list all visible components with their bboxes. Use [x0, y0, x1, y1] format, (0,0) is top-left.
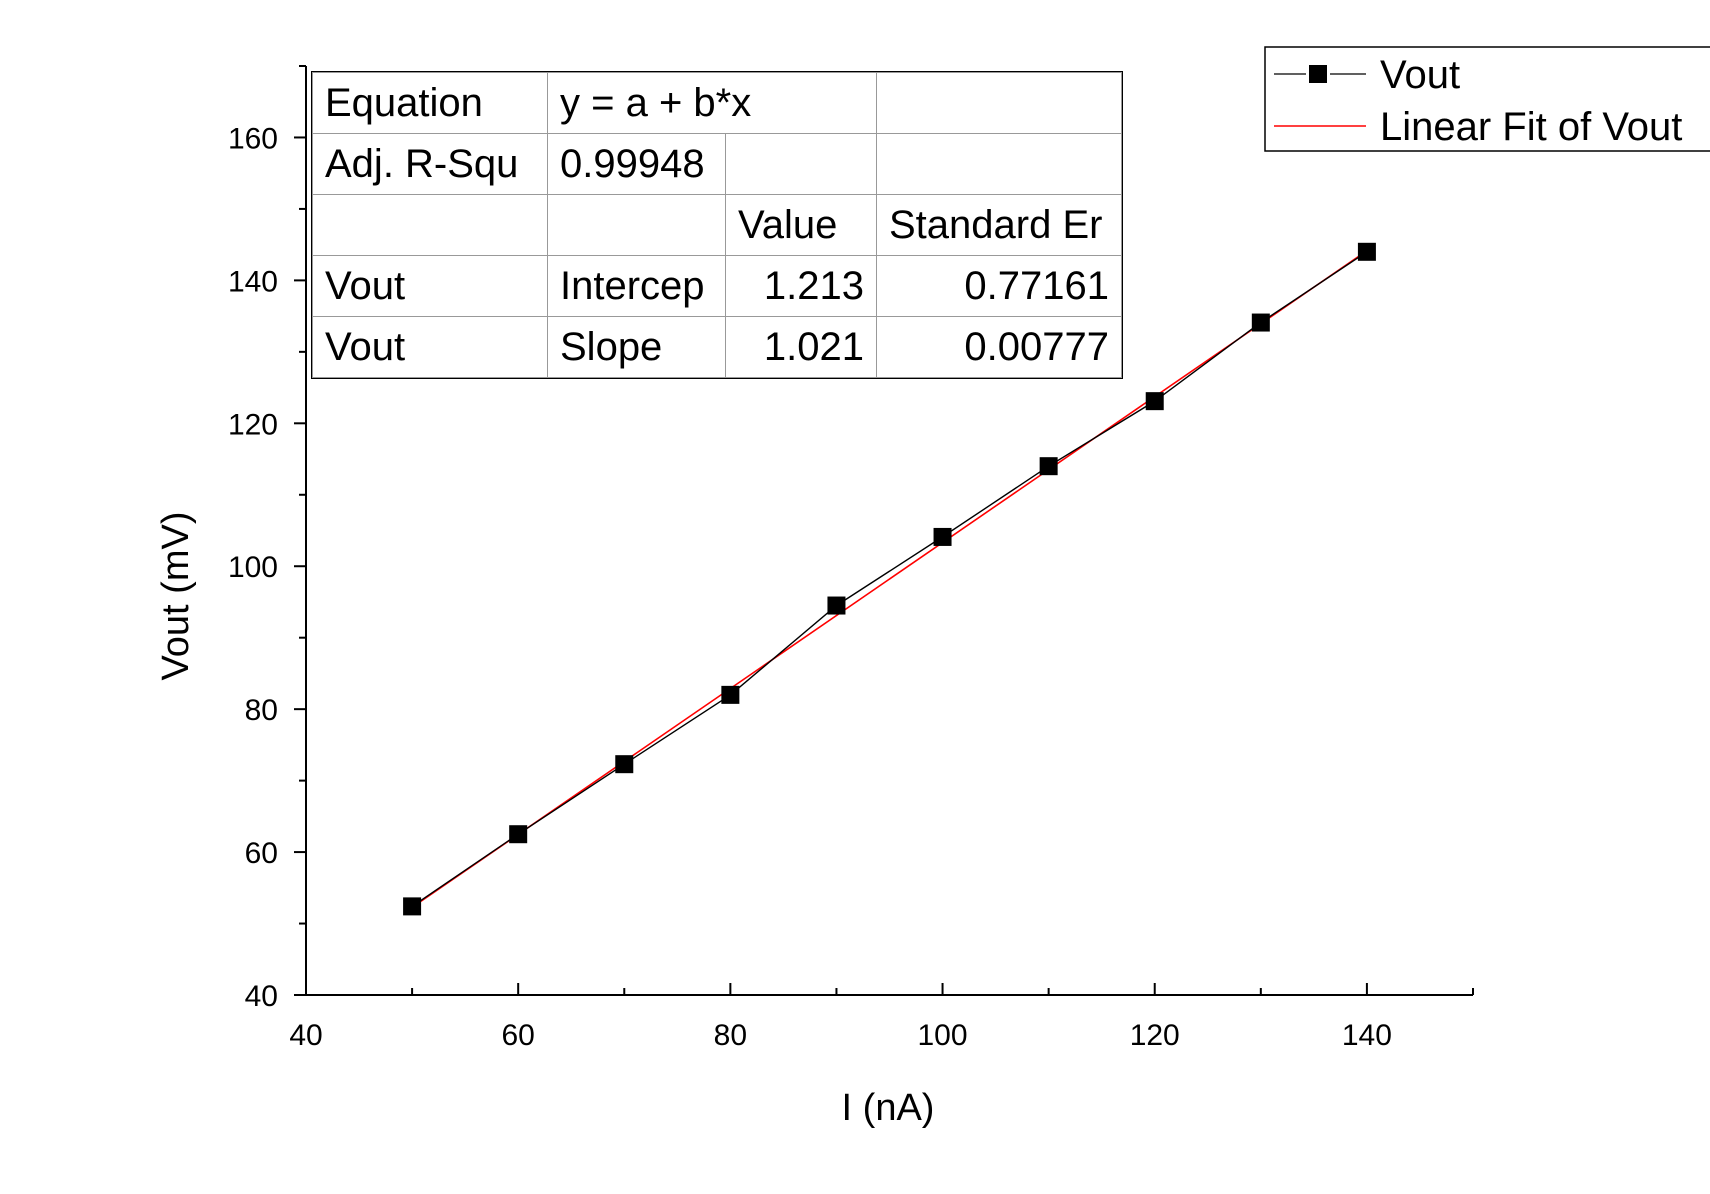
- fit-line-group: [411, 250, 1368, 909]
- legend-label-vout: Vout: [1380, 53, 1460, 97]
- data-point-marker: [1145, 392, 1164, 411]
- y-tick-label: 120: [228, 408, 278, 441]
- x-tick-label: 60: [501, 1019, 534, 1052]
- legend: Vout Linear Fit of Vout: [1264, 46, 1710, 152]
- data-point-marker: [1357, 242, 1376, 261]
- x-tick-label: 120: [1130, 1019, 1180, 1052]
- y-tick-label: 60: [245, 837, 278, 870]
- fit-line: [411, 250, 1368, 909]
- r2-label: Adj. R-Squ: [312, 133, 548, 195]
- value-header: Value: [725, 194, 877, 256]
- legend-frame: [1264, 46, 1710, 152]
- equation-value: y = a + b*x: [547, 72, 877, 134]
- x-tick-label: 40: [289, 1019, 322, 1052]
- y-tick-label: 160: [228, 122, 278, 155]
- table-row: Adj. R-Squ 0.99948: [312, 133, 1122, 195]
- row-name: Vout: [312, 255, 548, 317]
- data-series-line: [411, 251, 1368, 907]
- empty-cell: [547, 194, 726, 256]
- y-tick-label: 80: [245, 694, 278, 727]
- equation-label: Equation: [312, 72, 548, 134]
- empty-cell: [312, 194, 548, 256]
- axes: 40 60 80 100 120 140 40 60 80 100 120 140 160: [228, 65, 1474, 1052]
- data-point-marker: [1039, 457, 1058, 476]
- row-stderr: 0.77161: [876, 255, 1122, 317]
- stderr-header: Standard Er: [876, 194, 1122, 256]
- y-tick-label: 140: [228, 265, 278, 298]
- data-point-marker: [615, 755, 634, 774]
- x-tick-label: 140: [1342, 1019, 1392, 1052]
- row-stderr: 0.00777: [876, 316, 1122, 378]
- data-point-marker: [1251, 313, 1270, 332]
- y-tick-label: 100: [228, 551, 278, 584]
- marker-group: [403, 242, 1376, 916]
- x-tick-label: 80: [714, 1019, 747, 1052]
- y-axis-title: Vout (mV): [155, 512, 197, 681]
- row-param: Slope: [547, 316, 726, 378]
- y-tick-label: 40: [245, 980, 278, 1013]
- x-axis-title: I (nA): [842, 1087, 935, 1129]
- table-row: Value Standard Er: [312, 194, 1122, 256]
- row-value: 1.213: [725, 255, 877, 317]
- data-point-marker: [509, 825, 528, 844]
- empty-cell: [876, 133, 1122, 195]
- row-value: 1.021: [725, 316, 877, 378]
- r2-value: 0.99948: [547, 133, 726, 195]
- data-point-marker: [403, 897, 422, 916]
- data-point-marker: [827, 596, 846, 615]
- data-point-marker: [933, 527, 952, 546]
- data-line-group: [411, 251, 1368, 907]
- table-row: Equation y = a + b*x: [312, 72, 1122, 134]
- row-name: Vout: [312, 316, 548, 378]
- fit-results-table: Equation y = a + b*x Adj. R-Squ 0.99948 …: [311, 71, 1123, 379]
- legend-vout-marker: [1309, 65, 1327, 83]
- row-param: Intercep: [547, 255, 726, 317]
- legend-label-fit: Linear Fit of Vout: [1380, 105, 1682, 149]
- empty-cell: [725, 133, 877, 195]
- table-row: Vout Intercep 1.213 0.77161: [312, 255, 1122, 317]
- data-point-marker: [721, 685, 740, 704]
- x-tick-label: 100: [918, 1019, 968, 1052]
- table-row: Vout Slope 1.021 0.00777: [312, 316, 1122, 378]
- empty-cell: [876, 72, 1122, 134]
